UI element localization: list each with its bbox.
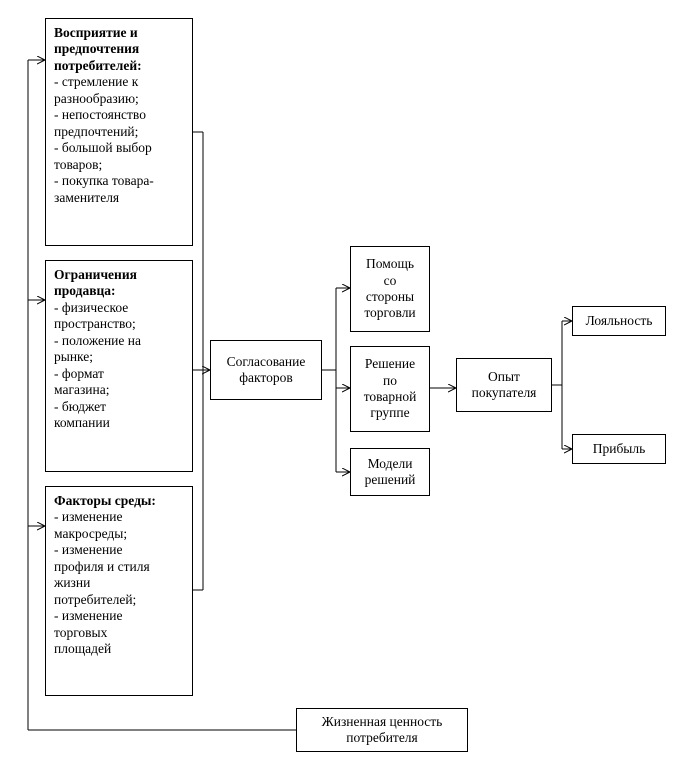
node-seller: Ограничения продавца: - физическое прост…: [45, 260, 193, 472]
node-lifetime-value-label: Жизненная ценность потребителя: [322, 714, 443, 747]
node-loyalty-label: Лояльность: [586, 313, 653, 329]
node-environment-title: Факторы среды:: [54, 493, 184, 509]
node-trade-help-label: Помощь со стороны торговли: [364, 256, 415, 322]
node-group-decision: Решение по товарной группе: [350, 346, 430, 432]
node-decision-models: Модели решений: [350, 448, 430, 496]
node-profit: Прибыль: [572, 434, 666, 464]
node-group-decision-label: Решение по товарной группе: [364, 356, 417, 422]
node-seller-body: - физическое пространство; - положение н…: [54, 300, 184, 432]
node-consumers-title: Восприятие и предпочтения потребителей:: [54, 25, 184, 74]
node-environment: Факторы среды: - изменение макросреды; -…: [45, 486, 193, 696]
node-consumers-body: - стремление к разнообразию; - непостоян…: [54, 74, 184, 206]
flowchart-canvas: Восприятие и предпочтения потребителей: …: [0, 0, 689, 777]
node-lifetime-value: Жизненная ценность потребителя: [296, 708, 468, 752]
node-experience-label: Опыт покупателя: [472, 369, 537, 402]
node-seller-title: Ограничения продавца:: [54, 267, 184, 300]
node-coordination-label: Согласование факторов: [227, 354, 306, 387]
node-profit-label: Прибыль: [593, 441, 646, 457]
node-coordination: Согласование факторов: [210, 340, 322, 400]
node-decision-models-label: Модели решений: [365, 456, 416, 489]
node-trade-help: Помощь со стороны торговли: [350, 246, 430, 332]
node-consumers: Восприятие и предпочтения потребителей: …: [45, 18, 193, 246]
node-environment-body: - изменение макросреды; - изменение проф…: [54, 509, 184, 657]
node-experience: Опыт покупателя: [456, 358, 552, 412]
node-loyalty: Лояльность: [572, 306, 666, 336]
